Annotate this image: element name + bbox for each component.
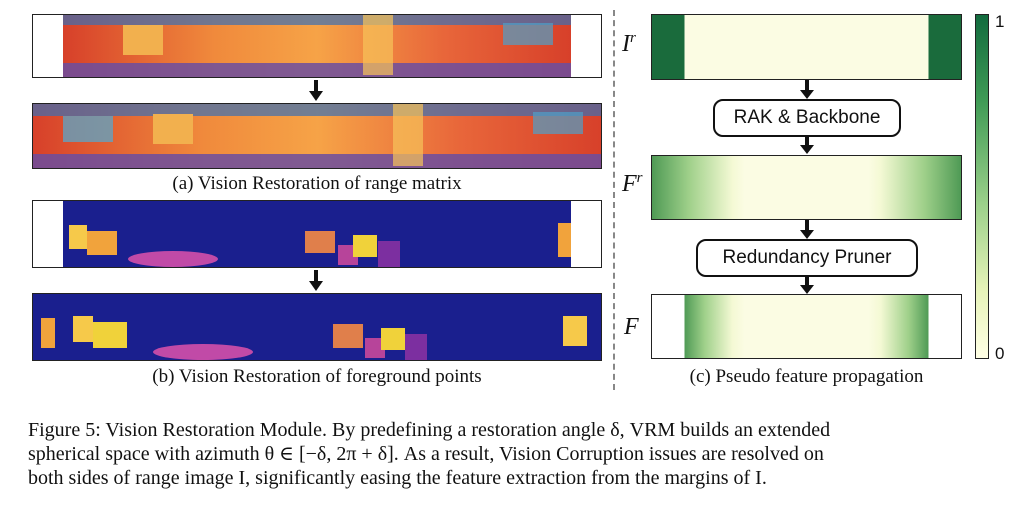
foreground-original [32,200,602,268]
caption-a: (a) Vision Restoration of range matrix [172,173,462,194]
pruned-feature [651,294,962,359]
column-separator [613,10,615,390]
figure-caption: Figure 5: Vision Restoration Module. By … [28,418,1018,490]
symbol-ir: Ir [622,30,636,57]
rak-backbone-box: RAK & Backbone [713,99,901,137]
foreground-restored [32,293,602,361]
range-image-original [63,15,571,77]
input-range-feature [651,14,962,80]
backbone-feature [651,155,962,220]
figure-caption-line-3: both sides of range image I, significant… [28,467,767,489]
figure-caption-line-2: spherical space with azimuth θ ∈ [−δ, 2π… [28,443,824,465]
symbol-f: F [624,314,639,340]
redundancy-pruner-box: Redundancy Pruner [696,239,918,277]
foreground-image-original [63,201,571,267]
range-image-restored [33,104,601,168]
range-matrix-restored [32,103,602,169]
range-matrix-original [32,14,602,78]
caption-c: (c) Pseudo feature propagation [689,366,924,387]
colorbar-min-label: 0 [995,344,1005,363]
colorbar [975,14,989,359]
colorbar-max-label: 1 [995,12,1005,31]
figure-caption-line-1: Figure 5: Vision Restoration Module. By … [28,419,831,441]
foreground-image-restored [33,294,601,360]
symbol-fr: Fr [622,170,643,197]
caption-b: (b) Vision Restoration of foreground poi… [152,366,482,387]
